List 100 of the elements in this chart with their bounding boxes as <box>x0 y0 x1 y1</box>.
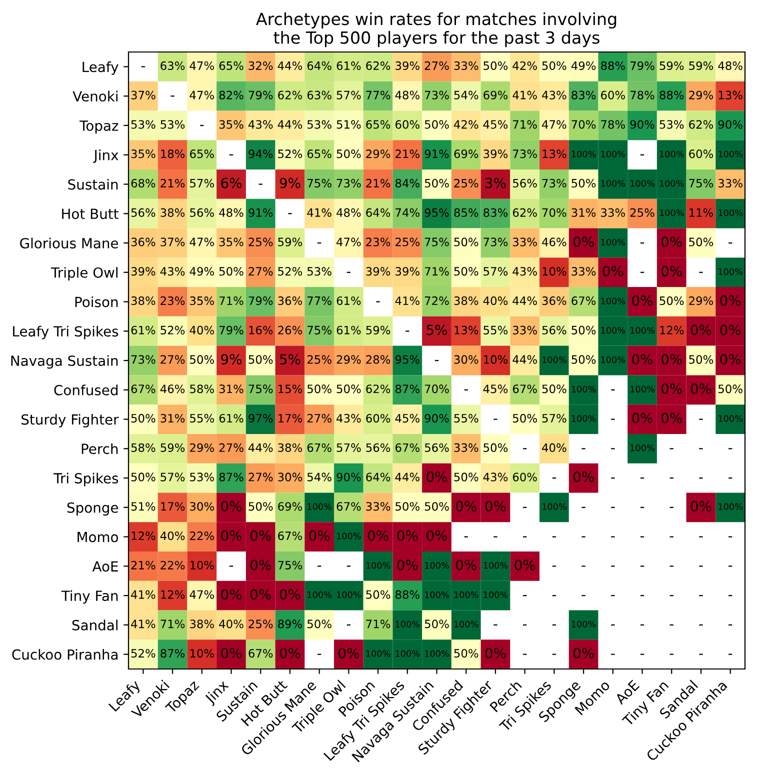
data-label: 90% <box>336 472 361 482</box>
data-label: 40% <box>160 531 185 540</box>
data-label: 0% <box>426 472 447 482</box>
text: - <box>582 566 586 567</box>
data-label: 56% <box>131 208 156 217</box>
text: - <box>670 477 674 479</box>
data-label: 53% <box>131 120 156 129</box>
text: - <box>346 272 351 273</box>
data-label: 22% <box>190 531 214 540</box>
data-label: 67% <box>248 648 273 658</box>
data-label: 27% <box>307 414 332 423</box>
data-label: 21% <box>131 560 156 570</box>
data-label: 69% <box>454 150 478 158</box>
data-label: 100% <box>601 298 626 304</box>
data-label: 100% <box>336 532 361 540</box>
data-label: 79% <box>248 296 273 306</box>
data-label: 38% <box>454 296 478 306</box>
data-label: 0% <box>221 589 242 600</box>
data-label: 53% <box>307 120 332 129</box>
data-label: 87% <box>395 384 420 394</box>
data-label: 27% <box>219 443 244 452</box>
data-label: 100% <box>630 326 654 334</box>
data-label: 57% <box>336 90 361 100</box>
data-label: 38% <box>190 620 214 628</box>
data-label: 51% <box>336 120 361 129</box>
data-label: 45% <box>483 384 508 394</box>
data-label: 39% <box>366 267 390 276</box>
data-label: 62% <box>689 120 714 129</box>
text: - <box>522 536 527 538</box>
data-label: 100% <box>660 180 684 187</box>
data-label: 50% <box>660 296 684 306</box>
data-label: 0% <box>485 500 506 512</box>
data-label: 29% <box>366 150 390 158</box>
data-label: 36% <box>542 296 566 306</box>
data-label: 55% <box>454 414 478 423</box>
data-label: 100% <box>601 150 626 158</box>
data-label: 30% <box>278 472 302 482</box>
data-label: 71% <box>366 620 390 628</box>
data-label: 50% <box>572 326 596 334</box>
data-label: 65% <box>307 150 332 158</box>
data-label: 82% <box>219 90 244 100</box>
data-label: 0% <box>250 530 271 541</box>
data-label: 100% <box>425 562 449 569</box>
data-label: 0% <box>632 412 652 424</box>
data-label: 38% <box>131 296 156 306</box>
text: - <box>406 330 410 332</box>
data-label: 10% <box>190 560 214 570</box>
data-label: 25% <box>307 355 332 364</box>
data-label: 52% <box>278 267 302 276</box>
data-label: 88% <box>396 590 420 599</box>
data-label: 0% <box>397 530 418 541</box>
data-label: 60% <box>601 90 625 100</box>
text: - <box>728 595 732 596</box>
data-label: 38% <box>278 443 302 452</box>
data-label: 21% <box>366 178 390 188</box>
data-label: 0% <box>720 324 741 336</box>
data-label: 17% <box>278 414 302 423</box>
data-label: 50% <box>689 238 714 246</box>
text: - <box>317 242 322 244</box>
data-label: 50% <box>484 61 508 70</box>
data-label: 75% <box>308 178 332 188</box>
data-label: 79% <box>630 61 654 70</box>
y-tick-label: Leafy Tri Spikes <box>13 326 118 340</box>
data-label: 54% <box>307 472 332 482</box>
data-label: 49% <box>190 267 214 276</box>
data-label: 35% <box>219 238 244 246</box>
data-label: 55% <box>190 414 214 423</box>
data-label: 27% <box>424 61 449 70</box>
data-label: 29% <box>190 443 214 452</box>
data-label: 38% <box>160 208 185 217</box>
data-label: 25% <box>396 238 420 246</box>
data-label: 12% <box>161 590 185 599</box>
data-label: 73% <box>542 178 566 188</box>
text: - <box>640 272 644 273</box>
data-label: 83% <box>484 208 508 217</box>
text: - <box>434 360 439 362</box>
data-label: 39% <box>396 267 420 276</box>
data-label: 100% <box>601 326 626 334</box>
data-label: 60% <box>366 414 390 423</box>
data-label: 95% <box>424 208 449 217</box>
data-label: 50% <box>131 414 156 423</box>
data-label: 23% <box>366 238 390 246</box>
data-label: 46% <box>160 384 185 394</box>
text: - <box>229 566 234 567</box>
data-label: 50% <box>396 502 420 511</box>
data-label: 71% <box>220 296 244 306</box>
data-label: 67% <box>336 502 361 511</box>
data-label: 48% <box>718 61 742 70</box>
data-label: 33% <box>366 502 390 511</box>
text: - <box>464 389 468 390</box>
data-label: 72% <box>424 296 449 306</box>
data-label: 39% <box>131 267 156 276</box>
data-label: 79% <box>248 90 273 100</box>
data-label: 50% <box>131 472 156 482</box>
data-label: 50% <box>542 61 566 70</box>
text: - <box>699 536 703 538</box>
data-label: 25% <box>248 620 273 628</box>
data-label: 61% <box>336 61 361 70</box>
data-label: 30% <box>190 502 214 511</box>
text: - <box>699 654 703 655</box>
